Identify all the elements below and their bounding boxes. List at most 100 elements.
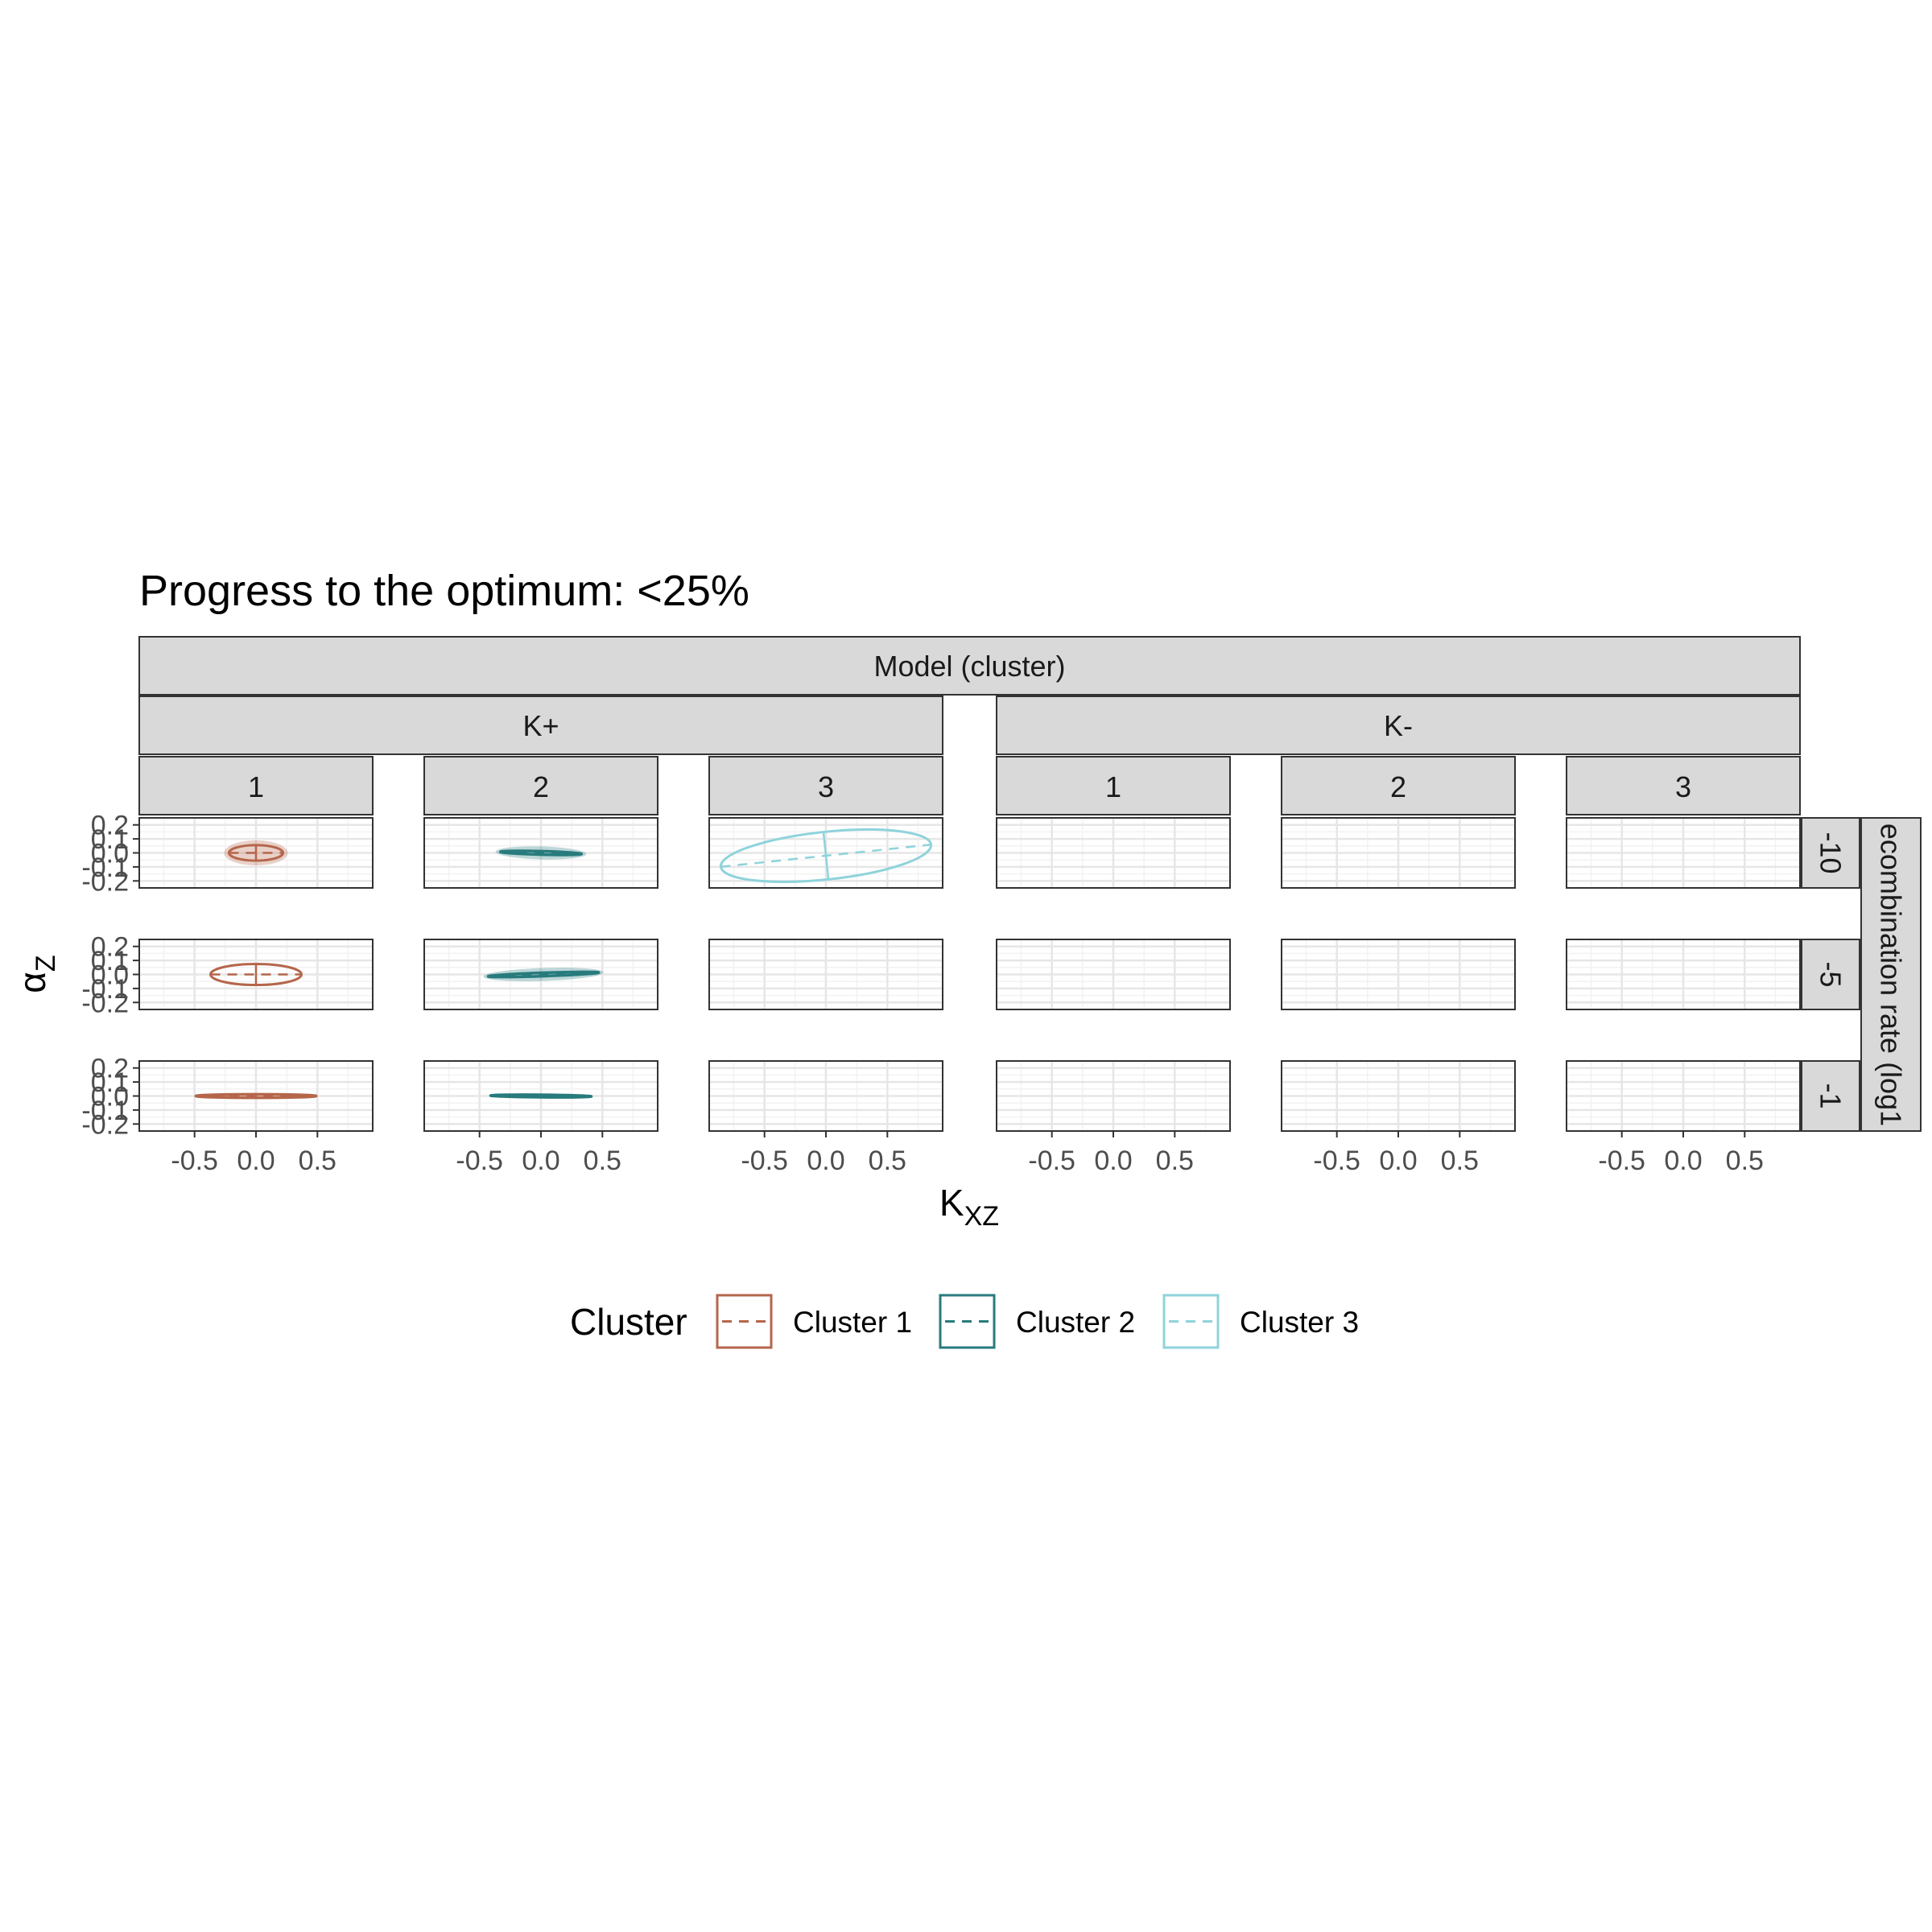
y-tick-label: 0.0 xyxy=(91,839,129,869)
y-tick-label: 0.1 xyxy=(91,1067,129,1098)
legend-item-2: Cluster 2 xyxy=(939,1294,1135,1349)
y-axis-group: -0.2-0.10.00.10.2-0.2-0.10.00.10.2-0.2-0… xyxy=(81,811,139,1140)
panel-border xyxy=(1566,939,1801,1010)
y-tick-label: 0.1 xyxy=(91,824,129,855)
x-axis-title-main: K xyxy=(939,1182,964,1224)
legend: Cluster Cluster 1 Cluster 2 Cluster 3 xyxy=(570,1294,1359,1349)
recombination-strip-label: ecombination rate (log1 xyxy=(1875,824,1908,1126)
panel-2-4 xyxy=(997,939,1230,1009)
panel-border xyxy=(1281,939,1516,1010)
panel-border xyxy=(708,817,943,889)
x-tick-label: -0.5 xyxy=(1598,1146,1645,1176)
model-strip-label-1: K+ xyxy=(522,709,559,742)
x-tick-label: 0.5 xyxy=(584,1146,621,1176)
x-tick-label: 0.0 xyxy=(807,1146,844,1176)
panel-1-6 xyxy=(1567,818,1800,888)
panel-border xyxy=(423,939,658,1010)
ellipse-1 xyxy=(224,840,288,866)
panel-3-5 xyxy=(1282,1061,1515,1131)
cluster-strip-label-3: 3 xyxy=(818,770,834,803)
ellipse-3 xyxy=(194,1092,318,1100)
legend-item-3: Cluster 3 xyxy=(1162,1294,1359,1349)
model-strip-label-2: K- xyxy=(1384,709,1413,742)
panel-2-3 xyxy=(709,939,943,1009)
model-strip-group: K+ K- xyxy=(138,696,1801,755)
cluster-strip-2 xyxy=(423,756,658,815)
row-strip-label-3: -1 xyxy=(1814,1083,1847,1108)
y-tick-label: 0.2 xyxy=(91,811,129,841)
cluster-strip-4 xyxy=(996,756,1231,815)
x-tick-label: 0.0 xyxy=(1379,1146,1417,1176)
x-tick-label: -0.5 xyxy=(171,1146,218,1176)
panel-border xyxy=(708,939,943,1010)
y-tick-label: -0.2 xyxy=(81,866,129,897)
panel-border xyxy=(1281,817,1516,889)
x-tick-label: -0.5 xyxy=(1028,1146,1075,1176)
row-strip-1 xyxy=(1801,817,1860,889)
ellipse-4 xyxy=(495,846,587,860)
y-tick-label: -0.1 xyxy=(81,852,129,883)
row-strip-label-2: -5 xyxy=(1814,961,1847,987)
recombination-strip xyxy=(1860,817,1922,1132)
chart-title: Progress to the optimum: <25% xyxy=(139,567,749,615)
panel-3-6 xyxy=(1567,1061,1800,1131)
ellipse-7 xyxy=(719,828,933,883)
panels-group xyxy=(138,817,1801,1132)
cluster-strip-6 xyxy=(1566,756,1801,815)
cluster-strip-label-5: 2 xyxy=(1390,770,1406,803)
row-strip-group: -10 -5 -1 xyxy=(1801,817,1860,1132)
panel-border xyxy=(996,817,1231,889)
x-axis-group: -0.5 0.0 0.5 -0.5 0.0 0.5 -0.5 0.0 0.5 -0.5 0.0 0.5… xyxy=(171,1131,1764,1176)
x-tick-label: 0.0 xyxy=(1094,1146,1132,1176)
panel-1-4 xyxy=(997,818,1230,888)
x-axis-title: KXZ xyxy=(939,1182,999,1232)
ellipse-6 xyxy=(489,1093,593,1099)
model-strip-2 xyxy=(996,696,1801,755)
cluster-strip-label-6: 3 xyxy=(1675,770,1691,803)
legend-item-1: Cluster 1 xyxy=(716,1294,912,1349)
cluster-strip-label-4: 1 xyxy=(1105,770,1121,803)
y-tick-label: 0.0 xyxy=(91,960,129,991)
x-tick-label: 0.0 xyxy=(1664,1146,1702,1176)
legend-label-1: Cluster 1 xyxy=(793,1306,912,1339)
model-strip-1 xyxy=(138,696,943,755)
cluster-strip-label-1: 1 xyxy=(248,770,264,803)
legend-label-3: Cluster 3 xyxy=(1240,1306,1359,1339)
panel-border xyxy=(996,939,1231,1010)
panel-border xyxy=(1566,817,1801,889)
y-tick-label: -0.1 xyxy=(81,1096,129,1126)
y-tick-label: -0.1 xyxy=(81,974,129,1005)
row-strip-label-1: -10 xyxy=(1814,832,1847,873)
x-tick-label: 0.5 xyxy=(1441,1146,1479,1176)
x-tick-label: 0.0 xyxy=(237,1146,275,1176)
y-tick-label: -0.2 xyxy=(81,1109,129,1140)
cluster-strip-5 xyxy=(1281,756,1516,815)
cluster-strip-group: 1 2 3 1 2 3 xyxy=(138,756,1801,815)
cluster-strip-3 xyxy=(708,756,943,815)
x-tick-label: -0.5 xyxy=(456,1146,503,1176)
panel-3-3 xyxy=(709,1061,943,1131)
panel-1-5 xyxy=(1282,818,1515,888)
x-tick-label: -0.5 xyxy=(741,1146,788,1176)
row-strip-3 xyxy=(1801,1060,1860,1132)
x-tick-label: 0.5 xyxy=(869,1146,906,1176)
ellipse-major-axis xyxy=(488,971,599,978)
x-tick-label: 0.5 xyxy=(299,1146,336,1176)
y-tick-label: 0.0 xyxy=(91,1082,129,1113)
row-strip-2 xyxy=(1801,939,1860,1010)
x-tick-label: 0.5 xyxy=(1726,1146,1764,1176)
ellipse-major-axis xyxy=(500,850,582,856)
y-axis-title: αZ xyxy=(11,955,61,993)
panel-2-6 xyxy=(1567,939,1800,1009)
x-axis-title-sub: XZ xyxy=(964,1201,999,1232)
ellipse-outline xyxy=(489,1093,593,1099)
y-tick-label: 0.2 xyxy=(91,1054,129,1084)
y-axis-title-main: α xyxy=(11,972,53,993)
legend-title: Cluster xyxy=(570,1301,687,1343)
cluster-strip-1 xyxy=(138,756,374,815)
y-tick-label: 0.2 xyxy=(91,932,129,963)
legend-label-2: Cluster 2 xyxy=(1016,1306,1135,1339)
ellipse-5 xyxy=(483,968,604,981)
x-tick-label: 0.0 xyxy=(522,1146,559,1176)
